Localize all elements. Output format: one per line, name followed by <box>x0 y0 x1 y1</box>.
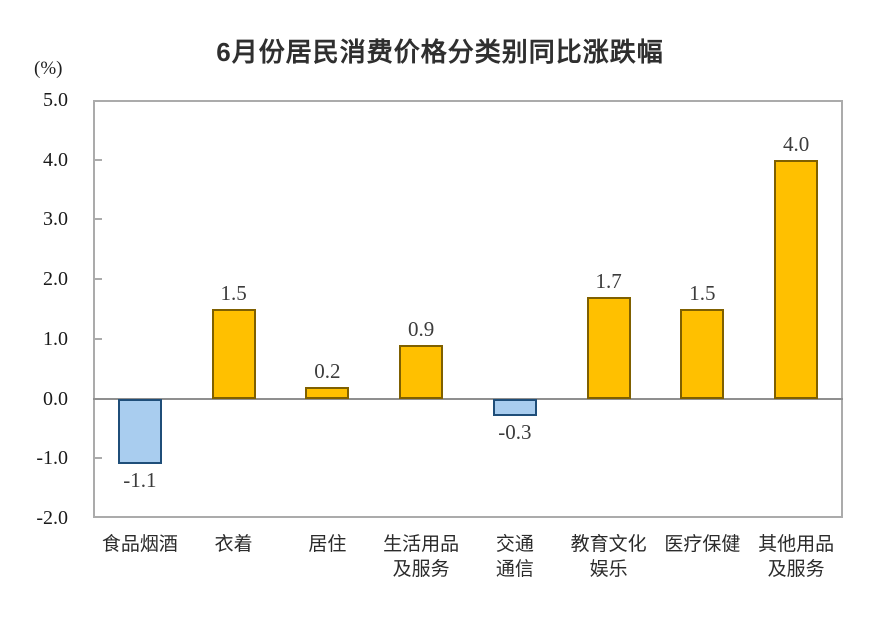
y-axis-tick-label: -1.0 <box>36 447 68 470</box>
x-axis-category-label-line: 其他用品 <box>758 534 835 555</box>
y-axis-tick-label: 2.0 <box>43 268 68 291</box>
plot-area <box>93 100 843 518</box>
zero-axis-line <box>93 397 843 400</box>
x-axis-category-label-line: 教育文化 <box>570 534 647 555</box>
bar-value-label: -0.3 <box>498 420 532 445</box>
y-axis-tick-mark <box>95 158 102 161</box>
bar-5 <box>492 398 537 417</box>
bar-value-label: -1.1 <box>123 468 157 493</box>
bar-3 <box>305 386 350 399</box>
x-axis-category-label: 医疗保健 <box>650 532 756 557</box>
x-axis-category-label-line: 食品烟酒 <box>101 534 178 555</box>
y-axis-tick-mark <box>95 278 102 281</box>
bar-value-label: 1.5 <box>689 281 716 305</box>
bar-value-label: 4.0 <box>783 131 810 156</box>
bar-value-label: 0.2 <box>314 358 341 383</box>
x-axis-category-label-line: 娱乐 <box>589 559 628 580</box>
bar-8 <box>774 159 819 399</box>
x-axis-category-label-line: 生活用品 <box>383 534 460 555</box>
bar-7 <box>680 309 725 399</box>
x-axis-category-label-line: 及服务 <box>392 559 450 580</box>
x-axis-category-label: 其他用品 及服务 <box>743 532 849 582</box>
y-axis-tick-mark <box>95 337 102 340</box>
y-axis-tick-mark <box>95 218 102 221</box>
y-axis-tick-label: 1.0 <box>43 327 68 350</box>
x-axis-category-label: 食品烟酒 <box>87 532 193 557</box>
bar-4 <box>399 344 444 399</box>
bar-2 <box>211 309 256 399</box>
x-axis-category-label: 衣着 <box>181 532 287 557</box>
x-axis-category-label-line: 及服务 <box>767 559 825 580</box>
x-axis-category-label-line: 通信 <box>495 559 534 580</box>
y-axis-tick-label: -2.0 <box>36 507 68 529</box>
y-axis-tick-label: 0.0 <box>43 387 68 410</box>
x-axis-category-label: 交通 通信 <box>462 532 568 582</box>
x-axis-category-label: 教育文化 娱乐 <box>556 532 662 582</box>
y-axis-unit-label: (%) <box>34 58 63 79</box>
y-axis-tick-label: 5.0 <box>43 89 68 111</box>
y-axis-tick-label: 4.0 <box>43 148 68 171</box>
bar-6 <box>586 297 631 399</box>
y-axis-tick-label: 3.0 <box>43 208 68 231</box>
x-axis-category-label-line: 医疗保健 <box>664 534 741 555</box>
x-axis-category-label-line: 交通 <box>495 534 534 555</box>
x-axis-category-label: 生活用品 及服务 <box>368 532 474 582</box>
bar-1 <box>117 398 162 465</box>
bar-value-label: 1.7 <box>595 269 622 294</box>
x-axis-category-label-line: 居住 <box>308 534 347 555</box>
x-axis-category-label: 居住 <box>275 532 381 557</box>
bar-value-label: 0.9 <box>408 316 435 341</box>
y-axis-tick-mark <box>95 457 102 460</box>
bar-value-label: 1.5 <box>220 281 247 305</box>
chart-title: 6月份居民消费价格分类别同比涨跌幅 <box>216 37 664 67</box>
x-axis-category-label-line: 衣着 <box>214 534 253 555</box>
